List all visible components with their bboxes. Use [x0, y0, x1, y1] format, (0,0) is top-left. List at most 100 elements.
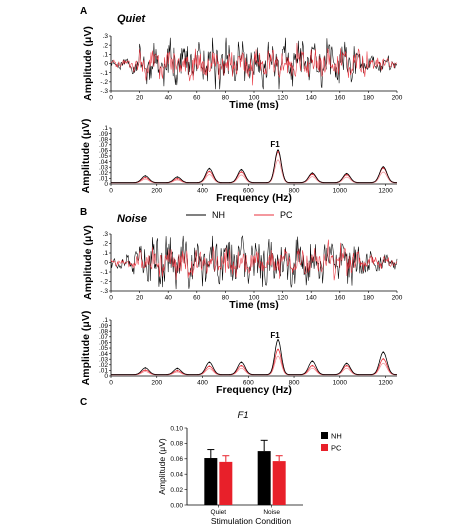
x-axis-title: Frequency (Hz)	[216, 192, 292, 204]
peak-pc-point	[176, 177, 179, 180]
legend-swatch-pc	[321, 444, 328, 451]
y-tick-label: .08	[99, 136, 108, 143]
y-tick-label: .01	[99, 176, 108, 183]
y-axis-title: Amplitude (μV)	[82, 26, 94, 101]
y-tick-label: .1	[103, 52, 109, 59]
x-tick-label: 60	[193, 95, 201, 102]
peak-nh-point	[345, 362, 348, 365]
y-tick-label: -.2	[100, 279, 108, 286]
series-pc-spectrum-faint	[111, 355, 397, 376]
y-tick-label: .1	[103, 317, 109, 324]
peak-pc-point	[382, 358, 385, 360]
y-tick-label: .03	[99, 164, 108, 171]
peak-pc-point	[382, 167, 385, 169]
y-tick-label: -.3	[100, 88, 108, 95]
x-tick-label: 0	[109, 95, 113, 102]
x-tick-label: 60	[193, 295, 201, 302]
panel-letter-b: B	[80, 207, 87, 218]
series-nh-spectrum	[111, 339, 397, 375]
plot-quiet-time: 0 20 40 60 80 100 120 140 160 180 200 -.3 -.2 -.1 0 .1.…	[82, 26, 403, 111]
series-pc-spectrum	[111, 151, 397, 183]
x-tick-label: 120	[277, 95, 288, 102]
x-tick-label: 0	[109, 295, 113, 302]
x-tick-label: 20	[136, 95, 144, 102]
x-tick-label: 1200	[378, 380, 393, 387]
y-axis-title: Amplitude (μV)	[80, 311, 92, 386]
y-tick-label: .05	[99, 153, 108, 160]
legend-nh-label: NH	[212, 210, 225, 220]
x-tick-label: 1000	[333, 188, 348, 195]
x-tick-label-quiet: Quiet	[211, 509, 227, 516]
x-tick-label-noise: Noise	[263, 509, 280, 516]
peak-nh-point	[311, 360, 314, 362]
legend-label-nh: NH	[331, 432, 342, 441]
x-tick-label: 140	[306, 295, 317, 302]
series-pc-waveform	[110, 239, 398, 281]
bar-nh-noise	[257, 451, 271, 505]
x-tick-label: 120	[277, 295, 288, 302]
x-tick-label: 180	[363, 295, 374, 302]
y-axis-title: Amplitude (μV)	[80, 119, 92, 194]
x-tick-label: 180	[363, 95, 374, 102]
y-tick-label: 0	[104, 373, 108, 380]
x-tick-label: 400	[197, 188, 208, 195]
series-nh-spectrum	[111, 149, 397, 183]
x-tick-label: 0	[109, 188, 113, 195]
y-axis-title: Amplitude (μV)	[82, 225, 94, 300]
peak-pc-point	[144, 369, 147, 371]
peak-pc-point	[277, 348, 279, 351]
y-tick-label: .06	[99, 340, 108, 347]
x-tick-label: 100	[249, 95, 260, 102]
y-tick-label: .04	[99, 159, 108, 166]
bar-pc-noise	[272, 461, 286, 505]
x-tick-label: 200	[151, 188, 162, 195]
plot-f1-bar: 0.00 0.02 0.04 0.06 0.08 0.10 Quiet Noise F1 Stim…	[157, 410, 342, 525]
peak-nh-point	[144, 175, 147, 177]
series-pc-waveform	[110, 42, 398, 86]
series-pc-spectrum-faint	[111, 159, 397, 184]
x-tick-label: 200	[392, 295, 403, 302]
x-tick-label: 140	[306, 95, 317, 102]
peak-nh-point	[311, 172, 314, 174]
peak-nh-point	[144, 367, 147, 369]
y-tick-label: 0.04	[170, 472, 183, 479]
peak-pc-point	[311, 364, 314, 367]
peak-nh-point	[176, 176, 179, 178]
y-tick-label: -.2	[100, 79, 108, 86]
peak-nh-point	[277, 339, 279, 341]
x-tick-label: 160	[334, 95, 345, 102]
legend-swatch-nh	[321, 432, 328, 439]
x-tick-label: 200	[392, 95, 403, 102]
peak-nh-point	[382, 351, 385, 354]
bar-chart-title: F1	[237, 410, 248, 421]
series-nh-waveform	[110, 235, 398, 290]
peak-nh-point	[345, 172, 348, 175]
x-tick-label: 1200	[378, 188, 393, 195]
peak-nh-point	[176, 367, 179, 370]
plot-noise-frequency: 0 200 400 600 800 1000 1200 0.01.02.03.04.05.06…	[80, 311, 397, 396]
peak-nh-point	[240, 361, 243, 364]
peak-nh-point	[208, 167, 211, 170]
plot-quiet-frequency: 0 200 400 600 800 1000 1200 0.01.02.03.04.05.06…	[80, 119, 397, 204]
y-tick-label: 0.00	[170, 502, 183, 509]
peak-pc-point	[208, 170, 211, 173]
x-axis-title: Frequency (Hz)	[216, 384, 292, 396]
peak-nh-point	[277, 149, 279, 151]
y-tick-label: 0	[104, 61, 108, 68]
x-axis-title: Time (ms)	[229, 99, 278, 111]
y-tick-label: .07	[99, 142, 108, 149]
x-tick-label: 20	[136, 295, 144, 302]
plot-noise-time: 0 20 40 60 80 100 120 140 160 180 200 -.3 -.2 -.1 0 .1.…	[82, 225, 403, 311]
peak-nh-point	[208, 361, 211, 364]
peak-pc-point	[345, 364, 348, 367]
y-tick-label: .1	[103, 250, 109, 257]
y-tick-label: 0	[104, 181, 108, 188]
y-tick-label: 0	[104, 260, 108, 267]
y-tick-label: .3	[103, 33, 109, 40]
condition-label-noise: Noise	[117, 213, 147, 225]
y-tick-label: -.3	[100, 288, 108, 295]
y-tick-label: .2	[103, 241, 109, 248]
y-tick-label: .09	[99, 323, 108, 330]
y-tick-label: .07	[99, 334, 108, 341]
